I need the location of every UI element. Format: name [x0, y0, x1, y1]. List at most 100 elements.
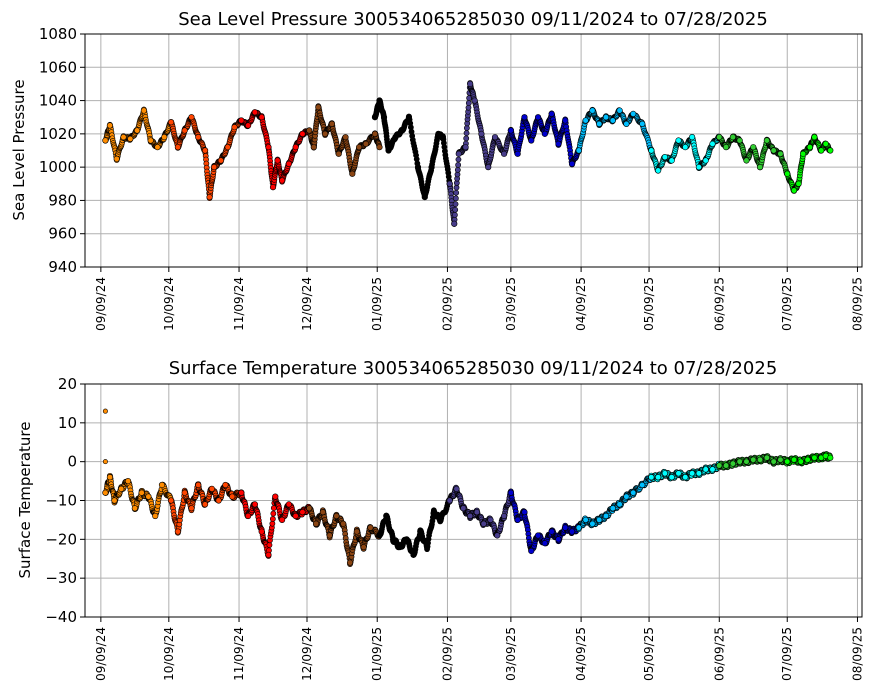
y-tick-label: 1040 [39, 92, 77, 110]
data-point [451, 212, 458, 218]
data-point [454, 167, 461, 173]
y-tick-label: 980 [48, 191, 77, 209]
data-point [238, 117, 245, 124]
data-point [716, 462, 723, 469]
data-point [548, 528, 555, 535]
x-tick-label: 10/09/24 [162, 627, 176, 681]
data-point [258, 114, 265, 121]
data-point [423, 543, 431, 551]
data-point [770, 458, 777, 465]
x-tick-label: 03/09/25 [504, 627, 518, 681]
y-axis-label: Sea Level Pressure [10, 79, 28, 220]
data-point [806, 144, 813, 151]
x-tick-label: 08/09/25 [850, 627, 864, 681]
data-point [161, 134, 168, 141]
data-point [326, 532, 333, 539]
data-series [102, 106, 175, 163]
data-point [265, 551, 272, 558]
data-series [507, 488, 582, 555]
data-point [113, 155, 120, 162]
data-point [784, 170, 791, 177]
data-point [285, 501, 292, 508]
data-point [596, 516, 603, 524]
chart-title: Sea Level Pressure 300534065285030 09/11… [178, 9, 768, 30]
data-point [217, 157, 225, 164]
data-point [437, 516, 444, 524]
data-point [140, 107, 147, 114]
data-point [455, 162, 462, 168]
data-point [729, 460, 736, 467]
data-point [478, 130, 485, 137]
data-series [238, 489, 313, 559]
data-point [702, 157, 709, 164]
data-point [661, 470, 669, 477]
data-point [211, 164, 218, 171]
data-point [208, 485, 215, 492]
data-series [306, 505, 383, 567]
data-point [777, 456, 784, 463]
data-point [494, 532, 501, 539]
data-point [251, 109, 258, 116]
x-tick-label: 03/09/25 [504, 277, 518, 331]
data-point [349, 170, 356, 177]
data-point [362, 140, 369, 147]
data-point [575, 524, 582, 531]
data-point [376, 97, 383, 104]
data-point [661, 154, 669, 161]
data-point [609, 117, 616, 124]
data-point [124, 477, 132, 485]
data-series-group [102, 80, 834, 227]
data-point [152, 512, 159, 520]
data-point [675, 137, 682, 144]
data-point [827, 454, 834, 461]
data-point [306, 127, 313, 134]
data-point [201, 501, 209, 508]
data-point [743, 157, 750, 164]
data-point [328, 120, 336, 127]
data-point [716, 134, 723, 141]
x-tick-label: 05/09/25 [642, 277, 656, 331]
data-point [756, 456, 764, 463]
data-series [716, 133, 791, 177]
data-point [455, 156, 462, 163]
y-axis: 940 960 980 1000 1020 1040 1060 1080 [39, 25, 85, 276]
data-point [258, 528, 265, 535]
data-point [790, 456, 798, 463]
data-series [371, 97, 453, 201]
data-point [528, 547, 535, 555]
data-series [575, 474, 655, 533]
x-tick-label: 06/09/25 [712, 277, 726, 331]
data-point [111, 497, 118, 504]
data-point [750, 456, 757, 463]
data-series [306, 103, 383, 177]
data-point [383, 512, 390, 520]
data-point [453, 189, 460, 196]
data-point [231, 124, 238, 131]
data-series [238, 109, 313, 191]
data-point [639, 120, 646, 127]
data-point [385, 147, 392, 154]
data-point [299, 130, 306, 137]
data-point [750, 144, 757, 151]
data-point [269, 516, 276, 522]
data-point [376, 532, 383, 539]
data-point [229, 493, 236, 500]
data-point [306, 505, 313, 512]
y-tick-label: 1060 [39, 58, 77, 76]
x-tick-label: 07/09/25 [780, 277, 794, 331]
y-tick-label: 940 [48, 258, 77, 276]
data-point [106, 122, 114, 129]
x-tick-label: 09/09/24 [94, 277, 108, 331]
data-point [648, 474, 655, 481]
data-point [589, 520, 596, 527]
data-series [784, 133, 834, 194]
data-point [639, 481, 646, 489]
data-point [822, 140, 829, 147]
data-point [541, 540, 548, 547]
x-tick-label: 01/09/25 [370, 277, 384, 331]
data-point [729, 134, 736, 141]
data-point [682, 144, 689, 151]
data-point [145, 493, 152, 500]
data-point [589, 107, 596, 114]
data-series [648, 133, 723, 174]
